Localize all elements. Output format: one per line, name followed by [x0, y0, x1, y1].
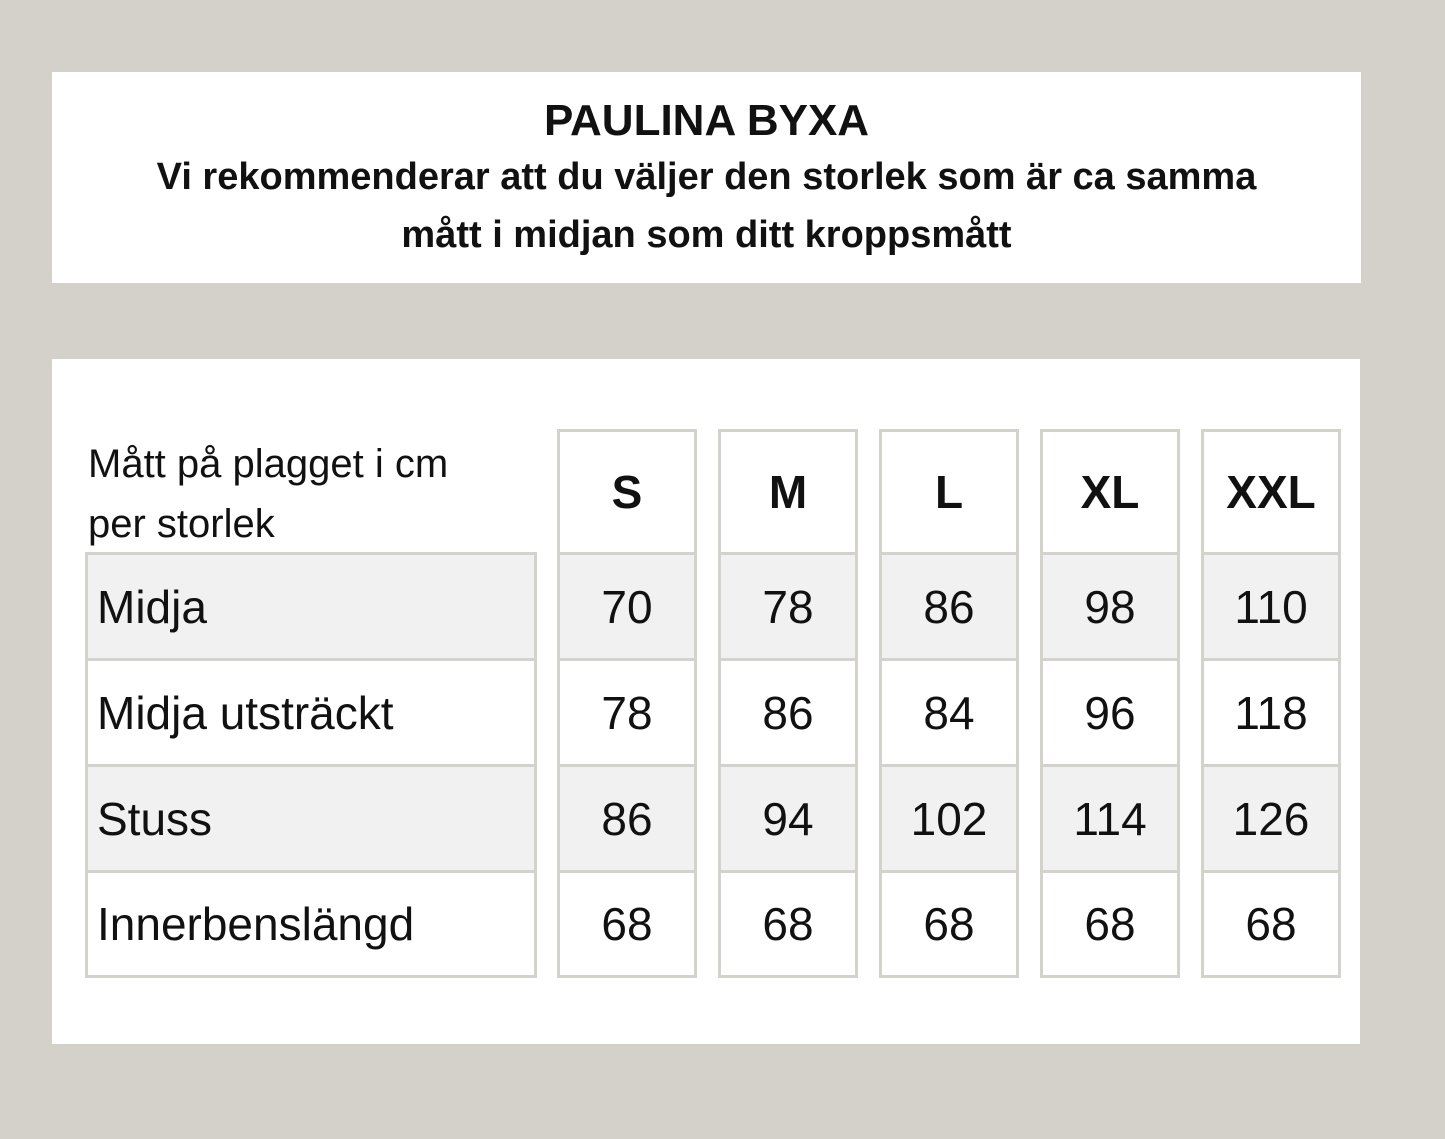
- table-cell: 86: [557, 764, 697, 873]
- table-cell: 78: [718, 552, 858, 661]
- size-header-xl: XL: [1040, 429, 1180, 555]
- table-cell: 68: [557, 870, 697, 978]
- caption-line-1: Mått på plagget i cm: [88, 442, 449, 486]
- table-cell: 126: [1201, 764, 1341, 873]
- table-cell: 110: [1201, 552, 1341, 661]
- product-title: PAULINA BYXA: [543, 96, 870, 145]
- table-cell: 84: [879, 658, 1019, 767]
- size-header-xxl: XXL: [1201, 429, 1341, 555]
- table-cell: 68: [879, 870, 1019, 978]
- header-panel: PAULINA BYXA Vi rekommenderar att du väl…: [52, 72, 1361, 283]
- size-header-s: S: [557, 429, 697, 555]
- recommendation-line-1: Vi rekommenderar att du väljer den storl…: [156, 156, 1257, 198]
- table-cell: 86: [718, 658, 858, 767]
- table-cell: 118: [1201, 658, 1341, 767]
- row-label: Stuss: [85, 764, 537, 873]
- table-cell: 98: [1040, 552, 1180, 661]
- table-cell: 96: [1040, 658, 1180, 767]
- recommendation-line-2: mått i midjan som ditt kroppsmått: [401, 214, 1012, 256]
- table-cell: 102: [879, 764, 1019, 873]
- caption-line-2: per storlek: [88, 502, 275, 546]
- size-header-l: L: [879, 429, 1019, 555]
- row-label: Midja: [85, 552, 537, 661]
- table-cell: 86: [879, 552, 1019, 661]
- table-cell: 78: [557, 658, 697, 767]
- size-header-m: M: [718, 429, 858, 555]
- table-cell: 68: [1201, 870, 1341, 978]
- table-cell: 94: [718, 764, 858, 873]
- row-label: Innerbenslängd: [85, 870, 537, 978]
- table-cell: 114: [1040, 764, 1180, 873]
- table-cell: 68: [1040, 870, 1180, 978]
- table-cell: 70: [557, 552, 697, 661]
- table-caption: Mått på plagget i cm per storlek: [88, 434, 448, 554]
- size-table-panel: [52, 359, 1360, 1044]
- row-label: Midja utsträckt: [85, 658, 537, 767]
- recommendation-text: Vi rekommenderar att du väljer den storl…: [52, 148, 1361, 264]
- table-cell: 68: [718, 870, 858, 978]
